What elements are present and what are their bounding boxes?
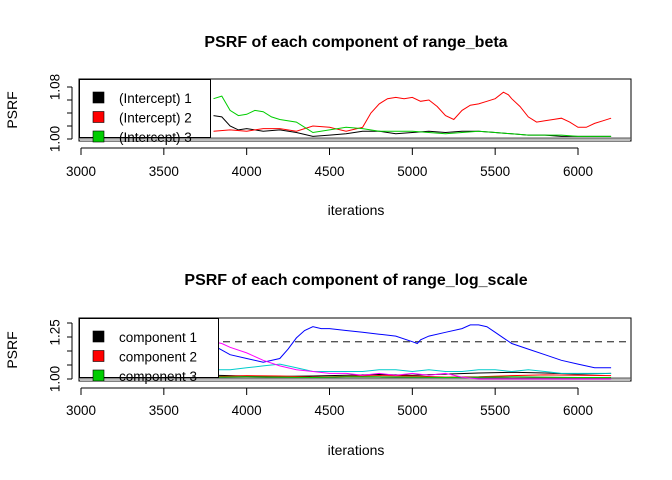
series-line-4 (213, 324, 612, 369)
y-axis: 1.00 1.25 (48, 319, 73, 392)
legend-swatch (92, 130, 105, 143)
chart-range-beta: PSRF of each component of range_beta ite… (4, 34, 632, 218)
x-tick-label: 4500 (314, 403, 344, 418)
legend-label: component 2 (119, 350, 197, 365)
legend-label: (Intercept) 1 (119, 91, 192, 106)
x-tick-label: 3000 (66, 164, 96, 179)
x-tick-label: 3000 (66, 403, 96, 418)
series-lines (79, 324, 631, 381)
x-tick-label: 4500 (314, 164, 344, 179)
x-tick-label: 6000 (563, 403, 593, 418)
x-tick-label: 5500 (480, 403, 510, 418)
baseline-band (80, 138, 630, 141)
series-line-3 (213, 376, 612, 379)
legend-swatch (92, 91, 105, 104)
legend-box (79, 79, 211, 138)
legend-swatch (92, 111, 105, 123)
legend-swatch (92, 330, 105, 343)
x-tick-label: 3500 (149, 164, 179, 179)
series-line-6 (213, 341, 612, 380)
x-axis-label: iterations (328, 442, 385, 458)
x-tick-label: 6000 (563, 164, 593, 179)
chart-range-log-scale: PSRF of each component of range_log_scal… (4, 272, 632, 458)
series-line-2 (213, 374, 612, 378)
x-axis: 3000 3500 4000 4500 5000 5500 6000 (66, 147, 593, 179)
series-line-5 (213, 363, 612, 374)
x-tick-label: 5000 (397, 403, 427, 418)
y-tick-label: 1.08 (48, 74, 63, 100)
y-axis: 1.00 1.08 (48, 74, 73, 152)
series-line-1 (213, 115, 612, 137)
legend-label: (Intercept) 2 (119, 111, 192, 126)
y-axis-label: PSRF (4, 331, 20, 368)
x-axis-label: iterations (328, 202, 385, 218)
series-line-2 (213, 91, 612, 132)
y-axis-label: PSRF (4, 91, 20, 128)
legend: (Intercept) 1 (Intercept) 2 (Intercept) 3 (79, 79, 211, 145)
legend: component 1 component 2 component 3 (79, 318, 219, 384)
x-tick-label: 4000 (232, 403, 262, 418)
chart-title: PSRF of each component of range_log_scal… (184, 272, 527, 289)
chart-title: PSRF of each component of range_beta (204, 34, 507, 51)
series-line-3 (213, 95, 612, 137)
x-tick-label: 4000 (232, 164, 262, 179)
x-tick-label: 5000 (397, 164, 427, 179)
legend-label: component 3 (119, 369, 197, 384)
legend-label: (Intercept) 3 (119, 130, 192, 145)
x-tick-label: 3500 (149, 403, 179, 418)
y-tick-label: 1.25 (48, 319, 63, 345)
legend-swatch (92, 350, 105, 362)
legend-label: component 1 (119, 330, 197, 345)
x-axis: 3000 3500 4000 4500 5000 5500 6000 (66, 387, 593, 418)
y-tick-label: 1.00 (48, 126, 63, 152)
legend-swatch (92, 369, 105, 382)
x-tick-label: 5500 (480, 164, 510, 179)
y-tick-label: 1.00 (48, 366, 63, 392)
legend-box (79, 318, 219, 378)
baseline-band (80, 378, 630, 381)
